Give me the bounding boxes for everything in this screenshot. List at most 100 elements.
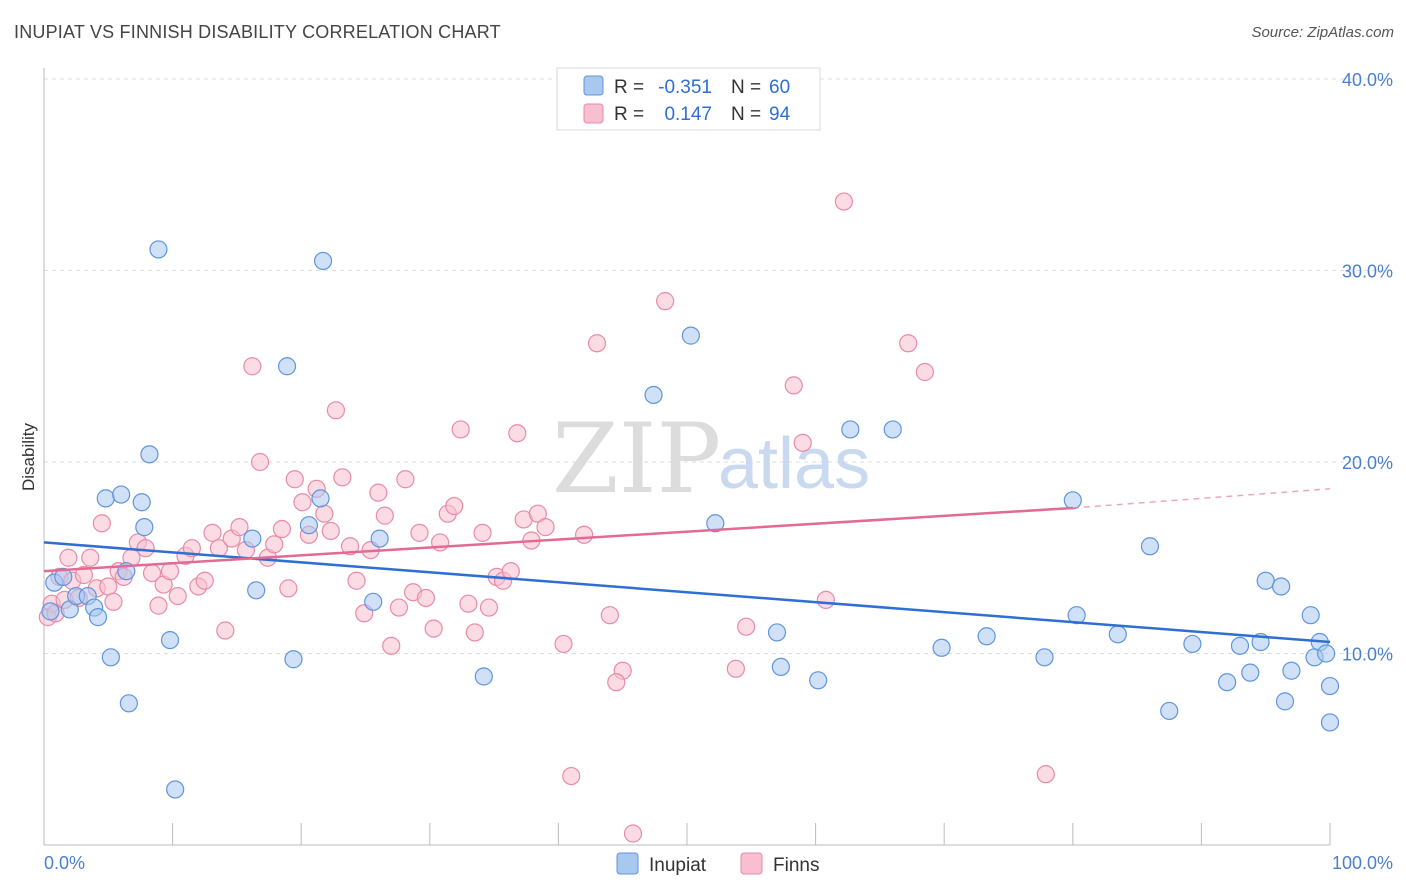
inupiat-point xyxy=(41,602,60,621)
legend-n-value-finns: 94 xyxy=(769,104,791,125)
finns-point xyxy=(410,523,429,542)
finns-point xyxy=(600,606,619,625)
inupiat-point xyxy=(767,623,787,642)
finns-point xyxy=(784,376,803,395)
watermark: ZIP atlas xyxy=(552,403,870,515)
y-tick-label: 10.0% xyxy=(1342,645,1393,665)
inupiat-point xyxy=(135,518,154,537)
inupiat-point xyxy=(809,671,828,690)
inupiat-point xyxy=(1275,692,1295,711)
legend-n-label-finns: N = xyxy=(731,104,761,125)
inupiat-point xyxy=(160,630,180,650)
top-legend: R = -0.351 N = 60 R = 0.147 N = 94 xyxy=(556,67,821,131)
y-tick-label: 40.0% xyxy=(1342,70,1393,90)
legend-n-value-inupiat: 60 xyxy=(769,77,790,98)
inupiat-point xyxy=(101,648,120,667)
inupiat-point xyxy=(119,694,138,713)
finns-point xyxy=(915,362,935,382)
inupiat-point xyxy=(1301,606,1320,625)
finns-point xyxy=(1036,765,1055,784)
legend-r-label-inupiat: R = xyxy=(614,77,644,98)
finns-point xyxy=(575,525,594,544)
finns-point xyxy=(424,619,443,638)
inupiat-point xyxy=(166,780,185,799)
inupiat-point xyxy=(1183,634,1202,654)
inupiat-point xyxy=(1160,701,1179,721)
finns-point xyxy=(416,588,436,608)
inupiat-point xyxy=(132,493,151,512)
watermark-zip: ZIP xyxy=(552,403,721,515)
legend-r-value-finns: 0.147 xyxy=(664,104,712,125)
finns-point xyxy=(326,401,346,420)
finns-point xyxy=(230,518,249,537)
finns-point xyxy=(375,506,394,525)
inupiat-point xyxy=(1317,644,1336,663)
inupiat-point xyxy=(1272,577,1291,596)
inupiat-point xyxy=(96,489,115,508)
inupiat-point xyxy=(1256,571,1275,590)
inupiat-point xyxy=(474,667,493,686)
finns-point xyxy=(465,623,484,642)
finns-point xyxy=(272,519,292,539)
inupiat-point xyxy=(977,627,996,646)
finns-point xyxy=(203,523,222,542)
finns-point xyxy=(656,292,675,311)
finns-point xyxy=(104,592,123,611)
legend-n-label-inupiat: N = xyxy=(731,77,761,98)
inupiat-point xyxy=(1282,661,1301,680)
inupiat-trend-line xyxy=(43,541,1331,644)
inupiat-point xyxy=(243,529,262,548)
inupiat-point xyxy=(313,251,333,271)
finns-point xyxy=(136,539,155,558)
x-tick-label-start: 0.0% xyxy=(44,853,85,873)
finns-point xyxy=(74,565,93,585)
inupiat-point xyxy=(1218,673,1237,692)
chart-source: Source: ZipAtlas.com xyxy=(1251,24,1394,41)
inupiat-point xyxy=(841,420,860,439)
inupiat-point xyxy=(706,514,725,533)
inupiat-point xyxy=(1241,663,1260,682)
finns-point xyxy=(250,452,270,472)
finns-point xyxy=(623,824,643,843)
trend-layer xyxy=(43,488,1331,644)
finns-point xyxy=(899,334,918,353)
inupiat-point xyxy=(1230,636,1250,655)
inupiat-point xyxy=(1108,625,1127,644)
finns-point xyxy=(459,594,478,613)
inupiat-point xyxy=(932,638,951,657)
finns-point xyxy=(149,596,168,615)
bottom-legend-label-inupiat: Inupiat xyxy=(649,855,707,876)
finns-point xyxy=(536,518,555,537)
bottom-legend-swatch-inupiat xyxy=(616,852,639,875)
finns-point xyxy=(726,659,745,678)
inupiat-point xyxy=(1320,676,1340,696)
inupiat-point xyxy=(54,567,73,587)
chart-title: INUPIAT VS FINNISH DISABILITY CORRELATIO… xyxy=(14,22,501,42)
inupiat-point xyxy=(1067,606,1086,625)
inupiat-point xyxy=(112,485,131,504)
finns-point xyxy=(265,535,284,554)
finns-point xyxy=(195,571,214,590)
finns-point xyxy=(451,420,470,439)
inupiat-point xyxy=(149,240,168,259)
inupiat-point xyxy=(1063,491,1082,510)
finns-point xyxy=(81,548,100,567)
axis-layer: 10.0% 20.0% 30.0% 40.0% 0.0% 100.0% xyxy=(43,68,1393,873)
bottom-legend: Inupiat Finns xyxy=(616,852,819,876)
points-layer xyxy=(38,192,1340,843)
inupiat-point xyxy=(644,385,663,405)
legend-swatch-inupiat xyxy=(583,75,604,96)
watermark-atlas: atlas xyxy=(718,424,870,504)
inupiat-point xyxy=(771,657,790,677)
legend-swatch-finns xyxy=(583,103,604,124)
finns-point xyxy=(92,514,111,533)
finns-point xyxy=(607,673,626,692)
finns-point xyxy=(562,766,581,786)
inupiat-point xyxy=(1035,648,1054,667)
finns-point xyxy=(834,192,853,211)
finns-point xyxy=(293,493,312,512)
inupiat-point xyxy=(277,357,297,376)
inupiat-point xyxy=(681,326,700,345)
finns-point xyxy=(279,579,298,598)
